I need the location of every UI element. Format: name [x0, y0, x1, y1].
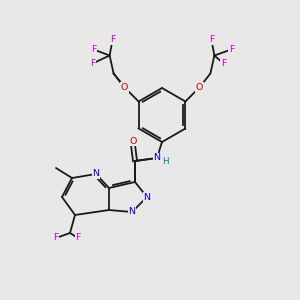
Text: N: N: [92, 169, 100, 178]
Text: N: N: [128, 208, 136, 217]
Text: F: F: [221, 59, 226, 68]
Text: F: F: [53, 233, 59, 242]
Text: O: O: [129, 136, 137, 146]
Text: F: F: [90, 59, 95, 68]
Text: F: F: [91, 45, 96, 54]
Text: N: N: [154, 154, 160, 163]
Text: H: H: [162, 157, 168, 166]
Text: F: F: [209, 35, 214, 44]
Text: O: O: [196, 83, 203, 92]
Text: F: F: [229, 45, 234, 54]
Text: N: N: [143, 193, 151, 202]
Text: F: F: [75, 233, 81, 242]
Text: O: O: [121, 83, 128, 92]
Text: F: F: [110, 35, 115, 44]
